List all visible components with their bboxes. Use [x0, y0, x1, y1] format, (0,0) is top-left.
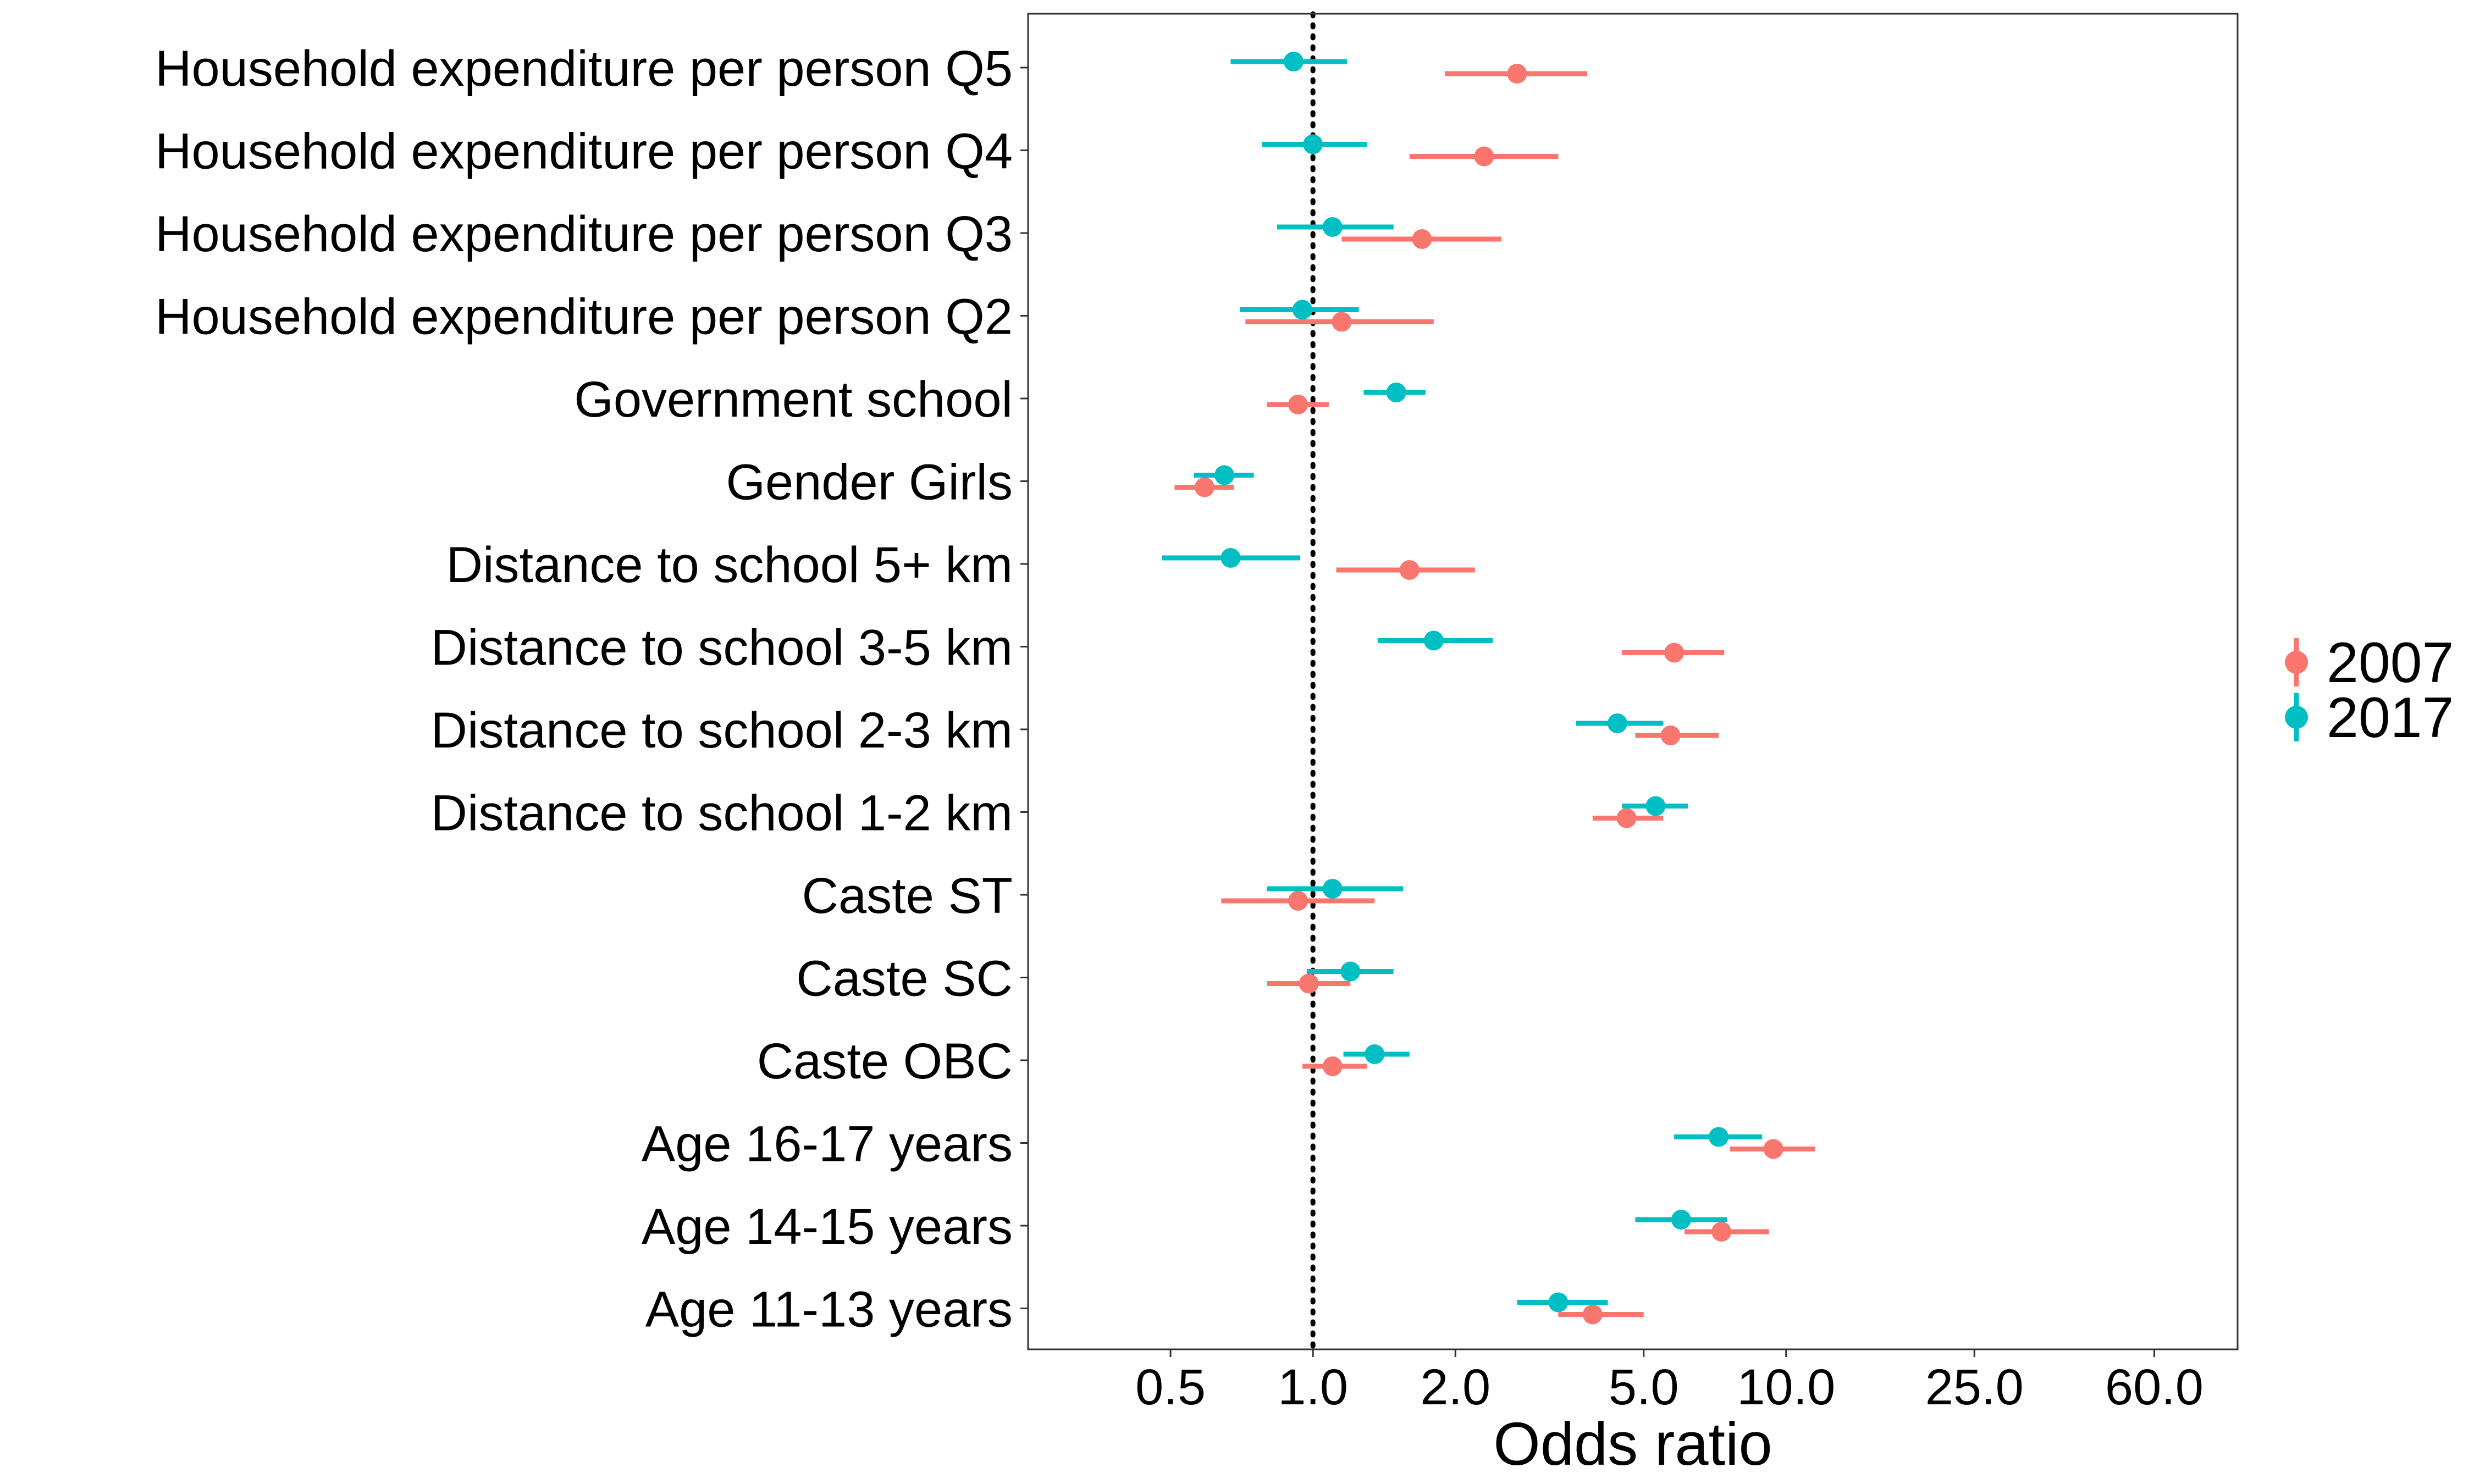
y-tick-label: Caste SC [796, 951, 1013, 1007]
data-point [1645, 796, 1666, 816]
y-tick-label: Household expenditure per person Q3 [155, 206, 1013, 262]
data-point [1221, 548, 1241, 568]
x-axis-title: Odds ratio [1493, 1410, 1772, 1478]
y-tick-label: Age 14-15 years [642, 1199, 1013, 1255]
data-point [1322, 217, 1343, 237]
y-tick-label: Age 11-13 years [645, 1282, 1013, 1338]
data-point [1288, 395, 1308, 414]
data-point [1671, 1210, 1691, 1230]
y-tick-label: Household expenditure per person Q2 [155, 289, 1013, 345]
data-point [1582, 1304, 1603, 1325]
data-point [1548, 1292, 1569, 1313]
legend-key-point [2285, 651, 2308, 674]
data-point [1303, 134, 1323, 154]
legend-key-point [2285, 706, 2308, 729]
data-point [1340, 961, 1361, 982]
data-point [1607, 713, 1627, 733]
data-point [1299, 973, 1319, 994]
data-point [1616, 808, 1637, 828]
y-tick-label: Distance to school 5+ km [446, 537, 1013, 593]
x-tick-label: 1.0 [1278, 1359, 1348, 1415]
data-point [1332, 312, 1352, 332]
data-point [1664, 643, 1685, 663]
y-tick-label: Household expenditure per person Q4 [155, 124, 1013, 180]
data-point [1283, 52, 1304, 71]
data-point [1763, 1139, 1783, 1159]
y-tick-label: Caste OBC [757, 1033, 1013, 1089]
x-tick-label: 2.0 [1420, 1359, 1490, 1415]
x-tick-label: 0.5 [1135, 1359, 1206, 1415]
plot-panel-border [1027, 13, 2239, 1350]
data-point [1214, 465, 1235, 485]
data-point [1711, 1222, 1732, 1242]
x-tick-label: 10.0 [1737, 1359, 1835, 1415]
data-point [1288, 891, 1308, 911]
data-point [1322, 879, 1343, 899]
data-point [1386, 383, 1406, 402]
series-2017 [1162, 52, 1763, 1313]
data-point [1365, 1044, 1385, 1064]
data-point [1660, 726, 1681, 745]
data-point [1507, 64, 1527, 84]
data-point [1423, 630, 1444, 651]
y-tick-label: Government school [574, 372, 1013, 428]
x-tick-label: 25.0 [1925, 1359, 2024, 1415]
data-point [1322, 1056, 1343, 1076]
legend-label: 2007 [2327, 631, 2454, 695]
x-tick-label: 60.0 [2105, 1359, 2204, 1415]
data-point [1194, 477, 1214, 497]
data-point [1292, 300, 1312, 320]
y-tick-label: Distance to school 3-5 km [431, 620, 1013, 676]
y-tick-label: Household expenditure per person Q5 [155, 41, 1013, 97]
y-tick-label: Gender Girls [726, 455, 1013, 511]
series-2007 [1174, 64, 1815, 1325]
x-tick-label: 5.0 [1609, 1359, 1679, 1415]
y-tick-label: Age 16-17 years [642, 1116, 1013, 1172]
data-point [1412, 229, 1432, 249]
y-tick-label: Caste ST [802, 868, 1013, 924]
data-point [1474, 146, 1494, 167]
y-tick-label: Distance to school 2-3 km [431, 702, 1013, 758]
data-point [1708, 1127, 1729, 1147]
legend-label: 2017 [2327, 686, 2454, 750]
data-point [1399, 560, 1420, 580]
y-tick-label: Distance to school 1-2 km [431, 785, 1013, 841]
